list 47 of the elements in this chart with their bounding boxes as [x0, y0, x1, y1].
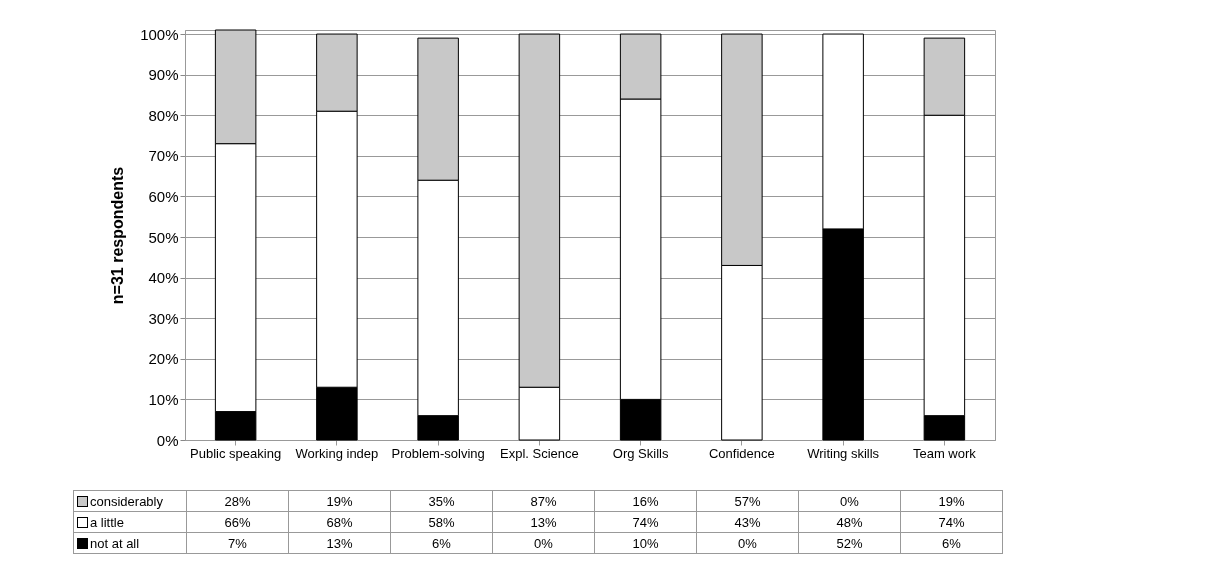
- data-label: 10%: [594, 532, 697, 554]
- y-tick-label: 10%: [148, 390, 179, 408]
- y-tick-label: 30%: [148, 309, 179, 327]
- y-tick-label: 40%: [148, 269, 179, 287]
- data-label: 19%: [900, 490, 1003, 512]
- x-tick-label: Org Skills: [612, 445, 669, 461]
- data-label: 58%: [390, 511, 493, 533]
- data-label: 6%: [900, 532, 1003, 554]
- x-tick-label: Team work: [912, 445, 977, 461]
- data-label: 68%: [288, 511, 391, 533]
- y-tick-label: 70%: [148, 147, 179, 165]
- data-label: 28%: [186, 490, 289, 512]
- data-label: 57%: [696, 490, 799, 512]
- data-label: 48%: [798, 511, 901, 533]
- data-label: 0%: [696, 532, 799, 554]
- data-label: 7%: [186, 532, 289, 554]
- y-tick-label: 50%: [148, 228, 179, 246]
- x-tick-label: Problem-solving: [391, 445, 485, 461]
- data-label: 19%: [288, 490, 391, 512]
- x-tick-label: Working indep: [295, 445, 379, 461]
- data-label: 43%: [696, 511, 799, 533]
- data-label: 13%: [492, 511, 595, 533]
- x-tick-label: Confidence: [708, 445, 775, 461]
- data-label: 74%: [594, 511, 697, 533]
- y-tick-label: 100%: [140, 25, 179, 43]
- x-tick-label: Writing skills: [807, 445, 880, 461]
- data-label: 0%: [798, 490, 901, 512]
- y-axis-title: n=31 respondents: [109, 166, 127, 305]
- data-label: 0%: [492, 532, 595, 554]
- x-tick-label: Public speaking: [190, 445, 282, 461]
- y-tick-label: 80%: [148, 106, 179, 124]
- y-tick-label: 20%: [148, 350, 179, 368]
- x-tick-label: Expl. Science: [499, 445, 579, 461]
- y-tick-label: 60%: [148, 187, 179, 205]
- data-label: 6%: [390, 532, 493, 554]
- data-label: 35%: [390, 490, 493, 512]
- legend-label: not at all: [73, 532, 187, 554]
- data-label: 74%: [900, 511, 1003, 533]
- legend-label: considerably: [73, 490, 187, 512]
- y-tick-label: 90%: [148, 66, 179, 84]
- legend-label: a little: [73, 511, 187, 533]
- data-label: 16%: [594, 490, 697, 512]
- data-label: 87%: [492, 490, 595, 512]
- data-label: 66%: [186, 511, 289, 533]
- data-label: 52%: [798, 532, 901, 554]
- data-label: 13%: [288, 532, 391, 554]
- y-tick-label: 0%: [156, 431, 179, 449]
